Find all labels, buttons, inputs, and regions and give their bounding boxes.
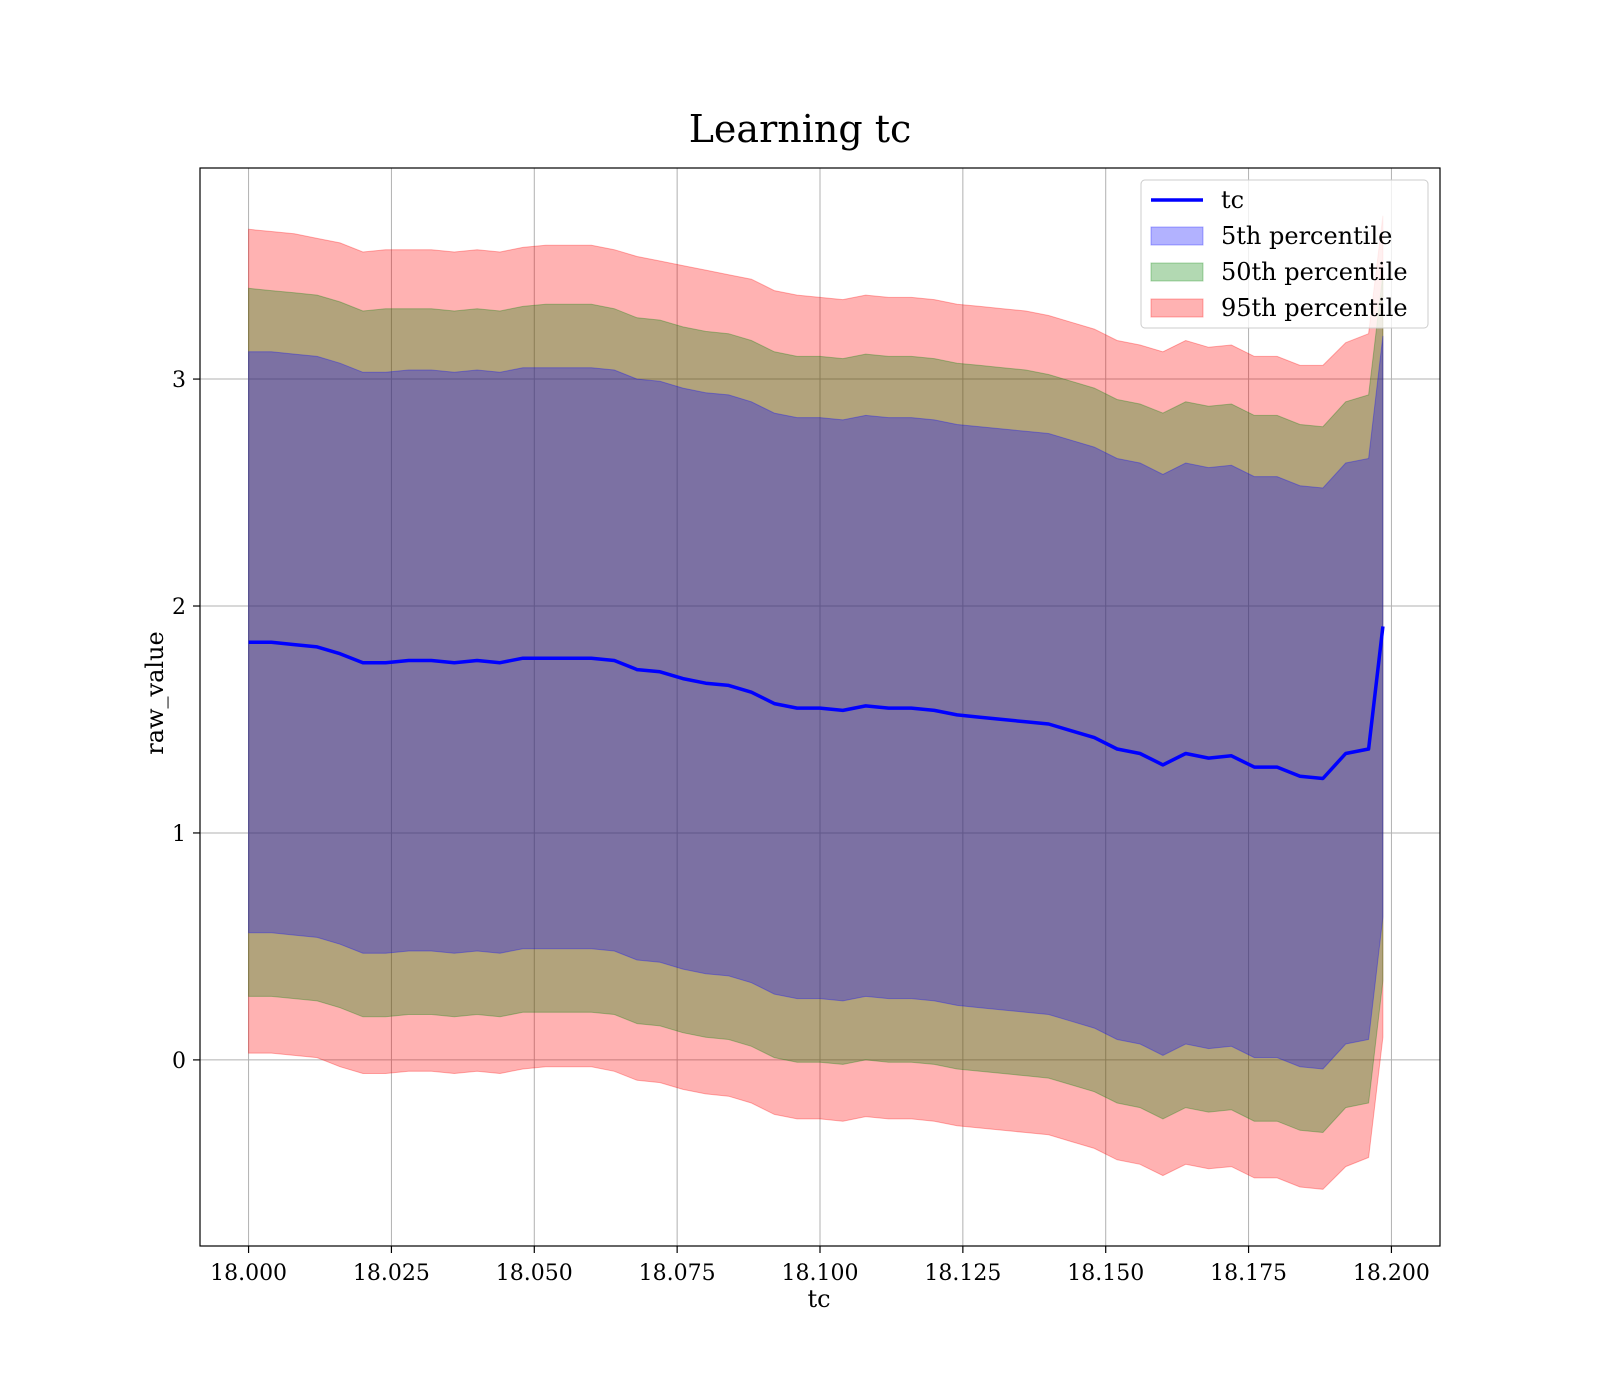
legend-label-tc: tc xyxy=(1221,186,1244,214)
x-tick-label-2: 18.050 xyxy=(496,1261,573,1286)
y-tick-label-2: 2 xyxy=(172,595,186,620)
chart-title: Learning tc xyxy=(689,107,912,151)
x-axis-label: tc xyxy=(807,1285,830,1313)
legend-box xyxy=(1140,179,1429,329)
band-50th-percentile xyxy=(248,274,1384,1134)
y-tick-label-3: 3 xyxy=(172,368,186,393)
band-95th-percentile xyxy=(248,215,1384,1190)
y-tick-label-1: 1 xyxy=(172,822,186,847)
percentile-bands xyxy=(248,215,1384,1190)
x-tick-label-6: 18.150 xyxy=(1067,1261,1144,1286)
x-tick-label-7: 18.175 xyxy=(1210,1261,1287,1286)
x-tick-label-1: 18.025 xyxy=(353,1261,430,1286)
legend-swatch-50th-percentile xyxy=(1150,262,1204,282)
x-tick-label-0: 18.000 xyxy=(210,1261,287,1286)
x-tick-label-4: 18.100 xyxy=(782,1261,859,1286)
legend-swatch-5th-percentile xyxy=(1150,226,1204,246)
y-axis-ticks: 0 1 2 3 xyxy=(172,368,200,1074)
series-line-tc xyxy=(248,626,1385,781)
legend-swatch-95th-percentile xyxy=(1150,298,1204,318)
legend-label-95th-percentile: 95th percentile xyxy=(1221,294,1408,322)
x-tick-label-5: 18.125 xyxy=(924,1261,1001,1286)
legend: tc 5th percentile 50th percentile 95th perc… xyxy=(1140,179,1429,329)
x-axis-ticks: 18.000 18.025 18.050 18.075 18.100 18.125 18.1… xyxy=(210,1246,1430,1286)
y-axis-label: raw_value xyxy=(141,631,169,755)
legend-label-5th-percentile: 5th percentile xyxy=(1221,222,1392,250)
x-tick-label-8: 18.200 xyxy=(1353,1261,1430,1286)
series-lines xyxy=(248,626,1385,781)
legend-label-50th-percentile: 50th percentile xyxy=(1221,258,1408,286)
y-tick-label-0: 0 xyxy=(172,1049,186,1074)
band-5th-percentile xyxy=(248,335,1384,1070)
x-tick-label-3: 18.075 xyxy=(639,1261,716,1286)
